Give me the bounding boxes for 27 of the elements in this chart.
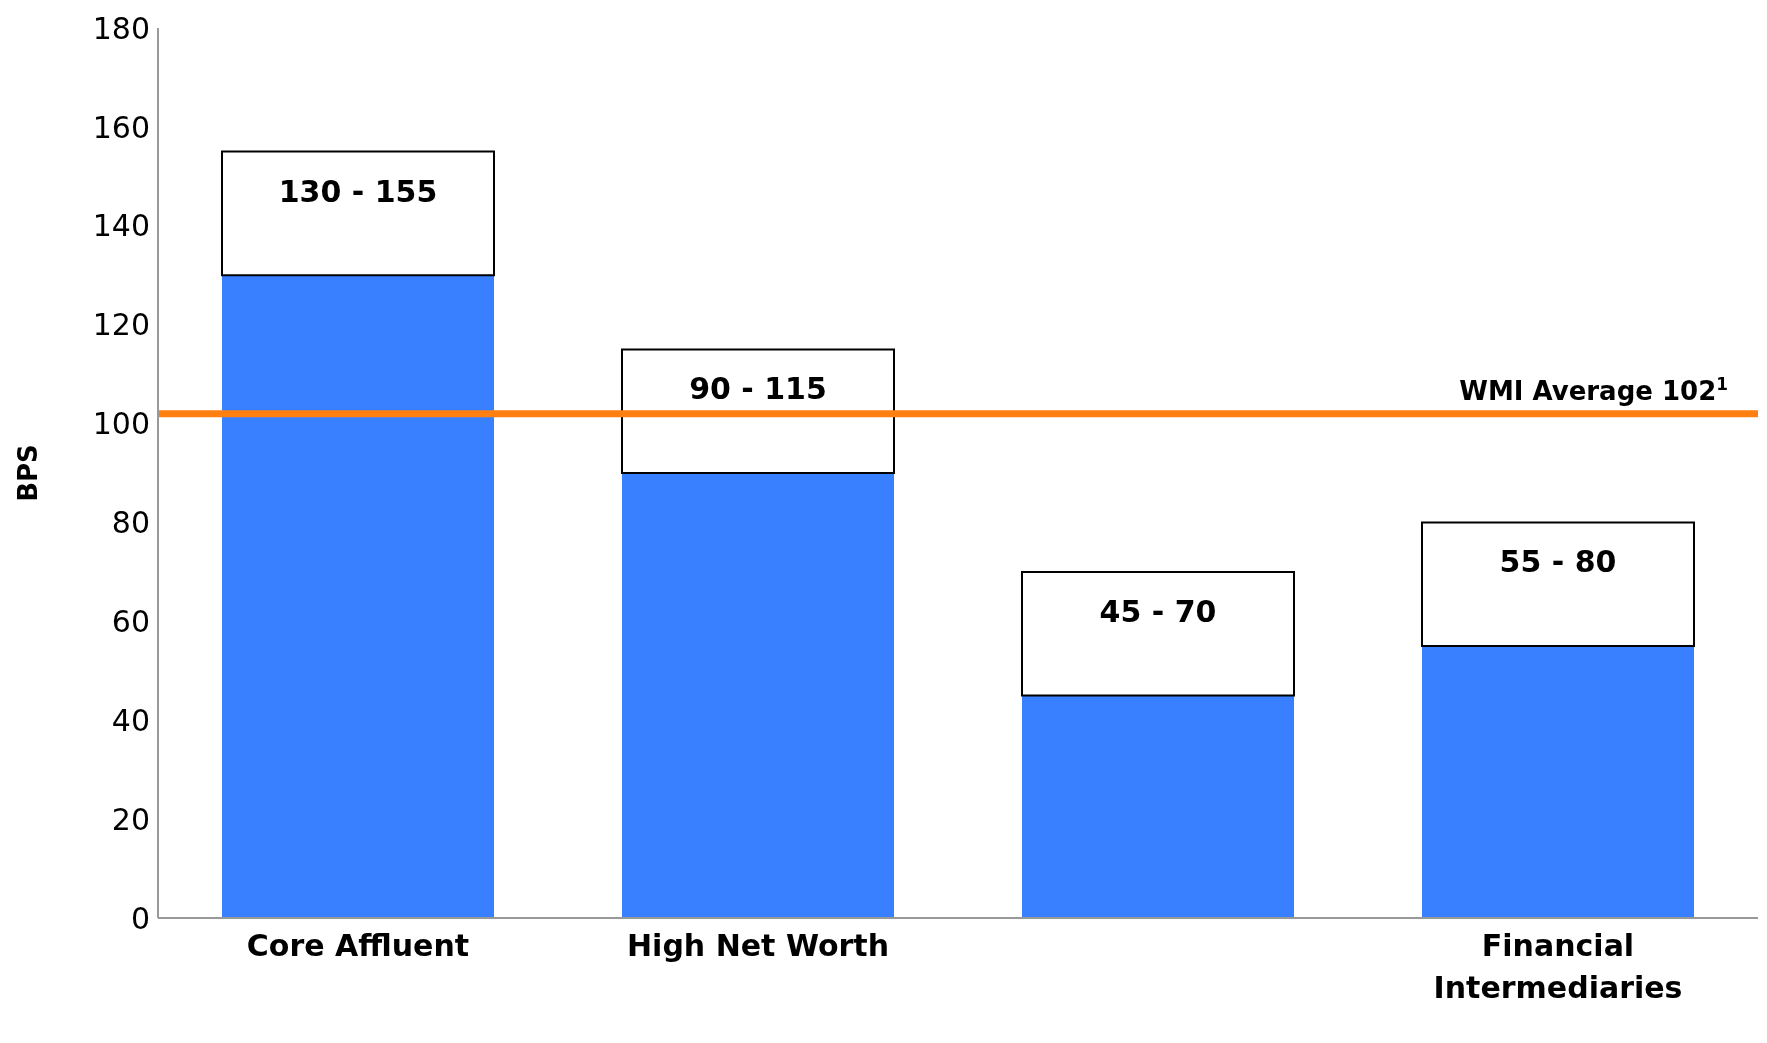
annotation: 45 - 70 [1099,593,1217,629]
annotation: 130 - 155 [278,173,438,209]
y-tick-label: 120 [92,307,150,343]
ref-line-label: WMI Average 102$^{1}$ [1459,373,1728,406]
y-axis-title: BPS [13,444,44,502]
y-tick-label: 180 [92,10,150,46]
annotation: 90 - 115 [689,371,827,407]
y-tick-label: 80 [111,505,150,541]
y-tick-label: 40 [111,702,150,738]
bar [1022,695,1294,918]
bar [1422,646,1694,918]
y-tick-label: 100 [92,406,150,442]
bar [221,150,495,277]
bar [1021,570,1295,697]
bar [622,473,894,918]
annotation: 55 - 80 [1499,544,1617,580]
y-tick-label: 0 [130,900,150,936]
y-tick-label: 60 [111,603,150,639]
y-tick-label: 160 [92,109,150,145]
y-tick-label: 20 [111,801,150,837]
bar [621,348,895,474]
y-tick-label: 140 [92,208,150,244]
x-tick-label: Financial Intermediaries [1433,928,1683,1005]
x-tick-label: High Net Worth [626,928,890,963]
x-tick-label: Core Affluent [246,928,470,963]
bar [222,275,494,918]
bar [1421,521,1695,648]
